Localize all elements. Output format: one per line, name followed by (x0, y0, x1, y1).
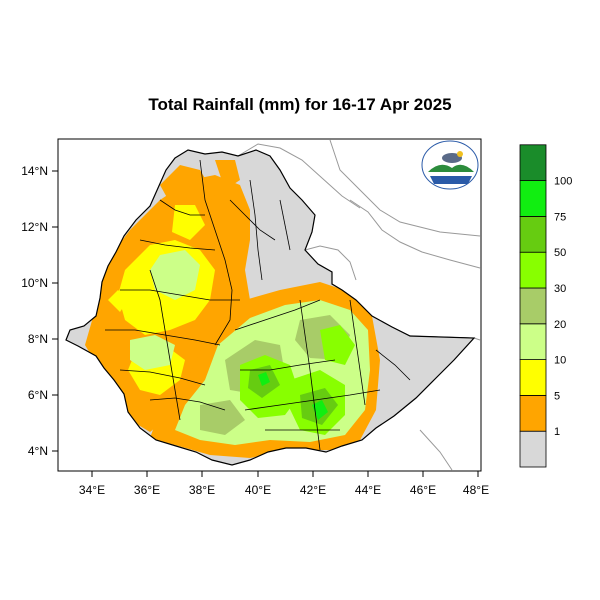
map-title: Total Rainfall (mm) for 16-17 Apr 2025 (148, 95, 452, 114)
admin-boundaries (105, 159, 411, 451)
lat-label: 8°N (28, 332, 48, 346)
legend-label: 75 (554, 211, 566, 223)
lon-label: 42°E (300, 483, 326, 497)
legend-label: 1 (554, 426, 560, 438)
lat-label: 14°N (21, 164, 48, 178)
legend-label: 20 (554, 319, 566, 331)
legend-swatch (519, 215, 547, 253)
legend-swatch (519, 430, 547, 468)
legend-label: 30 (554, 283, 566, 295)
lat-label: 6°N (28, 388, 48, 402)
lon-label: 44°E (355, 483, 381, 497)
legend-label: 5 (554, 390, 560, 402)
legend-label: 10 (554, 355, 566, 367)
legend-label: 100 (554, 176, 572, 188)
lon-label: 38°E (189, 483, 215, 497)
lat-label: 12°N (21, 220, 48, 234)
plot-frame (57, 138, 482, 472)
lon-label: 34°E (79, 483, 105, 497)
ethiopia-border (65, 149, 476, 466)
lon-label: 36°E (134, 483, 160, 497)
legend-swatch (519, 323, 547, 360)
legend-swatch (519, 144, 547, 182)
legend-swatch (519, 359, 547, 396)
latitude-axis: 14°N 12°N 10°N 8°N 6°N 4°N (21, 164, 58, 458)
legend-swatch (519, 251, 547, 289)
legend-label: 50 (554, 247, 566, 259)
legend-swatch (519, 287, 547, 325)
ethiopian-meteorology-institute-logo (421, 140, 479, 190)
lon-label: 40°E (245, 483, 271, 497)
color-legend: 1 5 10 20 30 50 75 100 (519, 144, 572, 468)
lon-label: 48°E (463, 483, 489, 497)
lon-label: 46°E (410, 483, 436, 497)
longitude-axis: 34°E 36°E 38°E 40°E 42°E 44°E 46°E 48°E (79, 471, 489, 497)
legend-swatch (519, 180, 547, 217)
lat-label: 4°N (28, 444, 48, 458)
legend-swatch (519, 394, 547, 432)
lat-label: 10°N (21, 276, 48, 290)
